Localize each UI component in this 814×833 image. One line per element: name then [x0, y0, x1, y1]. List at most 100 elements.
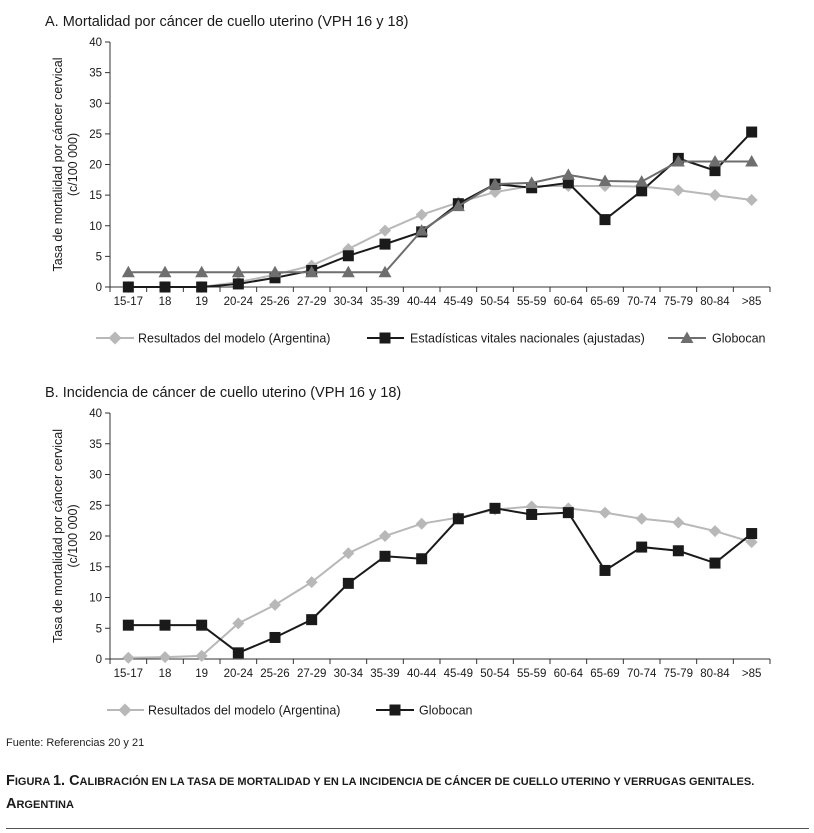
x-tick-label: 45-49 [444, 668, 473, 680]
y-tick-label: 0 [96, 654, 102, 666]
series-1-point [196, 281, 208, 293]
series-1-point [196, 619, 208, 631]
series-0-point [342, 547, 355, 560]
x-tick-label: 19 [195, 296, 208, 308]
caption-rule [6, 828, 809, 829]
legend-label: Resultados del modelo (Argentina) [148, 704, 340, 718]
series-0-point [745, 536, 758, 549]
series-1-point [306, 614, 318, 626]
y-axis-label-units: (c/100 000) [66, 504, 80, 567]
chart-a: A. Mortalidad por cáncer de cuello uteri… [45, 14, 771, 346]
x-tick-label: 50-54 [480, 296, 510, 308]
x-tick-label: 19 [195, 668, 208, 680]
series-1-point [342, 577, 354, 589]
series-2-point [745, 154, 759, 167]
series-1-point [122, 619, 134, 631]
x-tick-label: 25-26 [260, 296, 289, 308]
legend-label: Globocan [712, 332, 766, 346]
x-tick-label: 35-39 [370, 296, 399, 308]
figure-caption: FIGURA 1. CALIBRACIÓN EN LA TASA DE MORT… [6, 773, 755, 812]
y-tick-label: 35 [89, 68, 102, 80]
series-1-point [746, 528, 758, 540]
x-tick-label: 60-64 [554, 668, 584, 680]
series-2-point [415, 224, 429, 236]
series-0-point [709, 189, 721, 202]
legend-marker [118, 703, 132, 717]
series-0-point [269, 598, 281, 611]
series-0-point [672, 516, 685, 529]
series-0-point [379, 224, 391, 237]
series-1-point [379, 238, 391, 250]
x-tick-label: 40-44 [407, 668, 437, 680]
series-2-point [231, 265, 245, 278]
x-tick-label: 70-74 [627, 296, 657, 308]
legend-label: Globocan [419, 704, 473, 718]
series-2-point [598, 174, 612, 187]
y-tick-label: 40 [89, 408, 102, 420]
y-tick-label: 25 [89, 129, 102, 141]
series-2-point [451, 199, 465, 212]
x-tick-label: 45-49 [444, 296, 473, 308]
series-0-point [635, 512, 648, 525]
y-tick-label: 20 [89, 160, 102, 172]
y-tick-label: 10 [89, 221, 102, 233]
x-tick-label: 27-29 [297, 668, 326, 680]
y-tick-label: 5 [96, 251, 102, 263]
series-1-point [159, 619, 171, 631]
series-line-1 [128, 507, 753, 654]
x-tick-label: 75-79 [664, 668, 693, 680]
x-tick-label: 18 [159, 296, 172, 308]
series-2-point [488, 177, 502, 190]
y-tick-label: 5 [96, 623, 102, 635]
figure-canvas: A. Mortalidad por cáncer de cuello uteri… [45, 14, 771, 718]
series-2-point [561, 168, 575, 180]
y-tick-label: 25 [89, 500, 102, 512]
series-2-point [378, 265, 392, 278]
series-0-point [195, 649, 208, 662]
x-tick-label: 27-29 [297, 296, 326, 308]
series-1-point [636, 185, 648, 197]
series-0-point [745, 194, 758, 207]
x-tick-label: 50-54 [480, 668, 510, 680]
series-0-point [415, 517, 428, 530]
series-1-point [709, 557, 721, 569]
series-0-point [599, 506, 611, 519]
series-2-point [708, 154, 722, 167]
y-tick-label: 15 [89, 190, 102, 202]
x-tick-label: 25-26 [260, 668, 289, 680]
series-2-point [341, 265, 355, 278]
series-line-0 [128, 505, 752, 659]
series-0-point [232, 617, 245, 630]
x-tick-label: 40-44 [407, 296, 437, 308]
series-1-point [599, 564, 611, 576]
series-0-point [305, 576, 318, 589]
series-1-point [269, 272, 281, 284]
x-tick-label: 20-24 [224, 296, 254, 308]
x-tick-label: >85 [742, 668, 762, 680]
series-1-point [599, 214, 611, 226]
chart-title: B. Incidencia de cáncer de cuello uterin… [45, 385, 401, 401]
series-1-point [416, 553, 428, 565]
series-1-point [562, 507, 574, 519]
series-1-point [122, 281, 134, 293]
series-1-point [452, 513, 464, 525]
series-2-point [635, 175, 649, 187]
series-1-point [526, 508, 538, 520]
y-tick-label: 30 [89, 470, 102, 482]
y-axis-label-units: (c/100 000) [66, 133, 80, 196]
series-0-point [122, 651, 135, 664]
x-tick-label: 80-84 [700, 296, 730, 308]
x-tick-label: 35-39 [370, 668, 399, 680]
y-tick-label: 15 [89, 562, 102, 574]
x-tick-label: >85 [742, 296, 762, 308]
series-2-point [158, 265, 172, 278]
series-line-2 [128, 160, 752, 274]
x-tick-label: 30-34 [334, 296, 364, 308]
x-tick-label: 55-59 [517, 296, 546, 308]
x-tick-label: 55-59 [517, 668, 546, 680]
x-tick-label: 75-79 [664, 296, 693, 308]
legend-marker [379, 332, 391, 344]
series-1-point [232, 278, 244, 290]
series-2-point [525, 176, 539, 188]
x-tick-label: 15-17 [114, 668, 143, 680]
